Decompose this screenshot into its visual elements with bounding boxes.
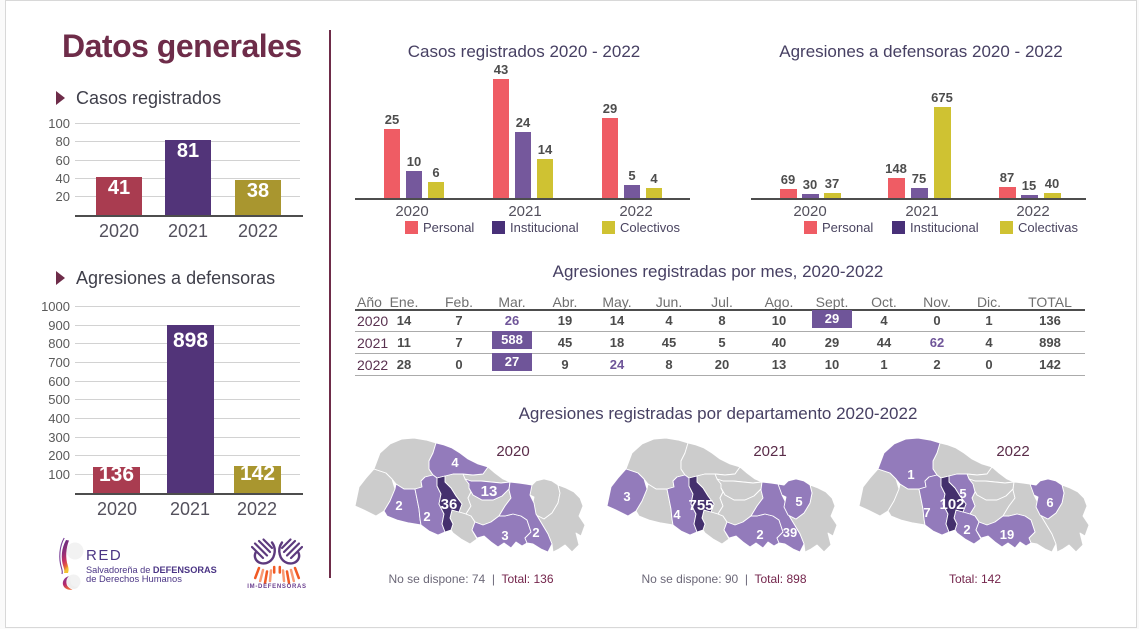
svg-text:39: 39 (783, 525, 797, 540)
svg-text:2: 2 (423, 509, 430, 524)
svg-text:13: 13 (481, 483, 498, 500)
svg-text:755: 755 (688, 497, 713, 514)
svg-text:1: 1 (907, 467, 914, 482)
svg-text:36: 36 (441, 496, 458, 513)
svg-text:3: 3 (623, 489, 630, 504)
svg-text:102: 102 (939, 496, 964, 513)
svg-text:4: 4 (673, 507, 681, 522)
svg-text:3: 3 (501, 528, 508, 543)
svg-text:6: 6 (1046, 495, 1053, 510)
svg-text:2: 2 (395, 498, 402, 513)
svg-text:7: 7 (923, 505, 930, 520)
svg-text:2: 2 (963, 522, 970, 537)
svg-text:2: 2 (532, 525, 539, 540)
svg-text:2: 2 (756, 527, 763, 542)
svg-text:4: 4 (451, 455, 459, 470)
svg-text:19: 19 (1000, 527, 1014, 542)
svg-text:5: 5 (795, 494, 802, 509)
svg-text:5: 5 (959, 486, 966, 501)
